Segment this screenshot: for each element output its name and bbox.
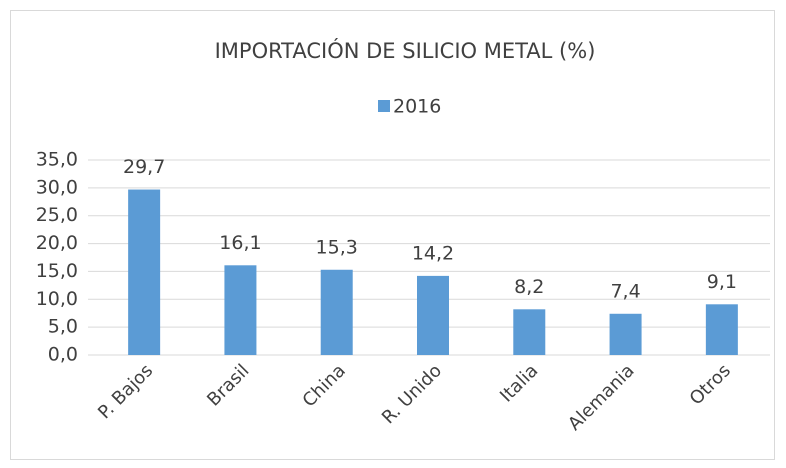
data-label: 16,1 (219, 232, 261, 254)
legend-label: 2016 (393, 96, 441, 118)
legend-swatch (378, 100, 390, 112)
y-tick-label: 10,0 (36, 288, 78, 310)
bar (609, 313, 642, 355)
y-tick-label: 35,0 (36, 149, 78, 171)
data-label: 15,3 (316, 236, 358, 258)
bar (417, 275, 449, 355)
bar (224, 265, 257, 355)
data-label: 8,2 (514, 276, 544, 298)
bar (705, 304, 738, 355)
bar (513, 309, 546, 355)
chart-title: IMPORTACIÓN DE SILICIO METAL (%) (215, 38, 596, 63)
y-tick-label: 0,0 (48, 344, 78, 366)
y-tick-label: 5,0 (48, 316, 78, 338)
data-label: 29,7 (123, 156, 165, 178)
data-label: 9,1 (707, 271, 737, 293)
y-tick-label: 30,0 (36, 176, 78, 198)
y-tick-label: 25,0 (36, 204, 78, 226)
data-label: 7,4 (610, 280, 640, 302)
bar (128, 189, 161, 355)
bar (320, 269, 353, 355)
y-tick-label: 15,0 (36, 260, 78, 282)
y-tick-label: 20,0 (36, 232, 78, 254)
data-label: 14,2 (412, 242, 454, 264)
